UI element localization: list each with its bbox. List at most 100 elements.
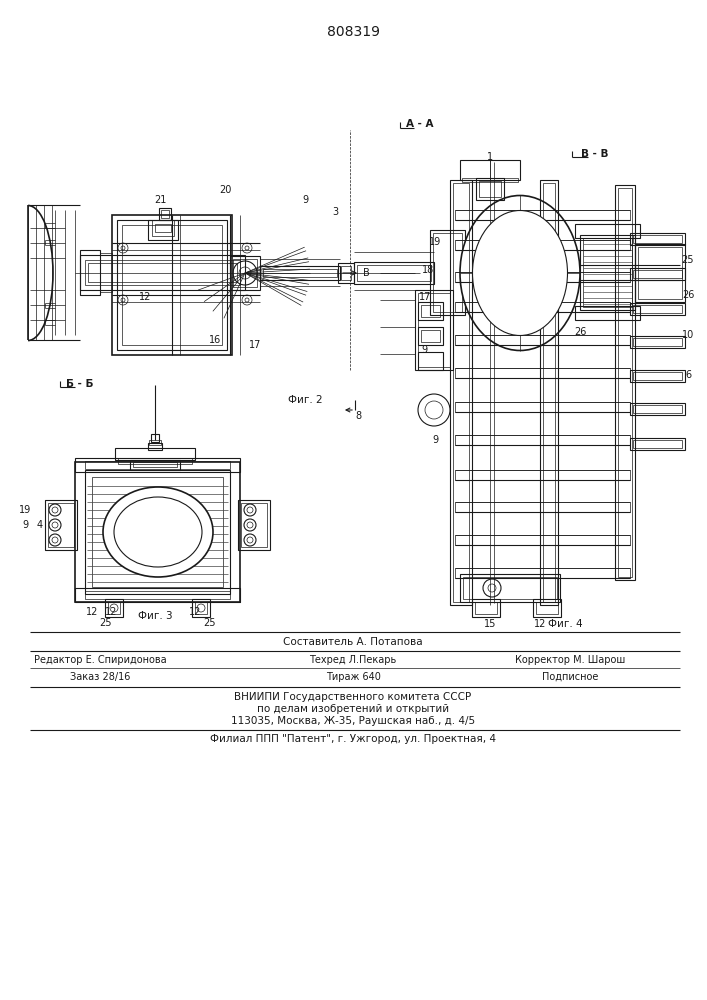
Bar [418,302,443,320]
Bar [583,238,632,307]
Text: Редактор Е. Спиридонова: Редактор Е. Спиридонова [34,655,166,665]
Bar [475,602,497,614]
Bar [192,599,210,617]
Text: 12: 12 [86,607,98,617]
Bar [455,240,630,250]
Text: 9: 9 [302,195,308,205]
Text: 3: 3 [332,207,338,217]
Text: В: В [363,268,369,278]
Bar [341,266,351,280]
Bar [148,443,162,450]
Bar [45,500,77,550]
Bar [85,470,230,594]
Bar [533,599,561,617]
Bar [238,500,270,550]
Bar [630,233,685,245]
Bar [575,306,640,320]
Bar [159,208,171,220]
Text: Корректор М. Шарош: Корректор М. Шарош [515,655,625,665]
Text: 17: 17 [419,292,431,302]
Bar [241,503,267,547]
Text: 8: 8 [355,411,361,421]
Bar [75,588,240,602]
Bar [421,305,440,317]
Bar [633,305,682,313]
Bar [450,180,472,605]
Text: Заказ 28/16: Заказ 28/16 [70,672,130,682]
Bar [48,503,74,547]
Bar [630,403,685,415]
Bar [462,178,518,182]
Text: 12: 12 [189,607,201,617]
Text: Фиг. 2: Фиг. 2 [288,395,322,405]
Bar [633,235,682,243]
Text: 4: 4 [37,520,43,530]
Bar [263,269,337,277]
Bar [354,262,434,284]
Bar [633,338,682,346]
Bar [152,220,174,236]
Bar [575,224,640,238]
Bar [85,260,240,285]
Bar [460,574,560,602]
Text: 19: 19 [19,505,31,515]
Bar [151,434,159,442]
Text: Составитель А. Потапова: Составитель А. Потапова [284,637,423,647]
Bar [233,259,257,287]
Bar [633,270,682,278]
Bar [122,225,222,345]
Bar [161,210,169,218]
Bar [92,477,223,587]
Bar [421,330,440,342]
Bar [472,599,500,617]
Bar [418,352,443,370]
Bar [88,263,237,282]
Bar [630,303,685,315]
Text: В - В: В - В [581,149,609,159]
Bar [430,230,465,315]
Bar [105,599,123,617]
Bar [75,458,240,472]
Bar [455,210,630,220]
Text: Техред Л.Пекарь: Техред Л.Пекарь [310,655,397,665]
Bar [100,253,112,292]
Bar [115,448,195,460]
Bar [460,160,520,180]
Text: 25: 25 [204,618,216,628]
Text: 18: 18 [422,265,434,275]
Text: 1: 1 [487,152,493,162]
Text: 12: 12 [139,292,151,302]
Bar [85,591,230,599]
Text: Б - Б: Б - Б [66,379,94,389]
Bar [195,602,207,614]
Text: 21: 21 [154,195,166,205]
Bar [155,224,171,232]
Bar [80,250,100,295]
Text: 15: 15 [484,619,496,629]
Bar [630,336,685,348]
Bar [630,268,685,280]
Bar [479,181,501,197]
Text: 26: 26 [682,290,694,300]
Text: 25: 25 [99,618,111,628]
Ellipse shape [103,487,213,577]
Bar [112,215,232,355]
Text: 9: 9 [432,435,438,445]
Ellipse shape [460,196,580,351]
Bar [630,370,685,382]
Ellipse shape [472,211,568,336]
Text: 17: 17 [249,340,261,350]
Bar [536,602,558,614]
Text: 6: 6 [685,370,691,380]
Text: 19: 19 [429,237,441,247]
Bar [117,220,227,350]
Bar [455,535,630,545]
Bar [455,402,630,412]
Bar [635,244,685,302]
Bar [615,185,635,580]
Text: Фиг. 3: Фиг. 3 [138,611,173,621]
Bar [357,265,431,281]
Bar [455,435,630,445]
Text: 12: 12 [105,607,117,617]
Text: 9: 9 [22,520,28,530]
